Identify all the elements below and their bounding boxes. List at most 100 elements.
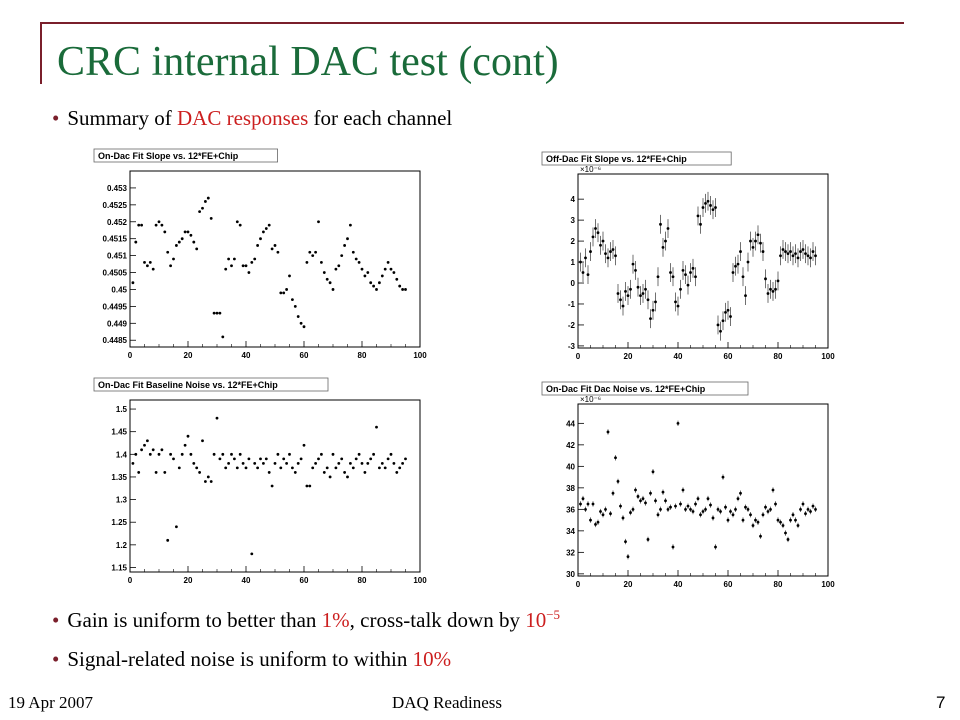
data-point <box>204 200 207 203</box>
data-point <box>314 461 317 465</box>
point-marker <box>766 510 770 513</box>
x-tick-label: 0 <box>128 576 133 585</box>
point-marker <box>726 308 730 312</box>
data-point <box>264 457 268 461</box>
y-tick-label: 1.2 <box>116 541 128 550</box>
data-point <box>746 252 750 272</box>
point-marker <box>671 275 675 279</box>
point-marker <box>259 457 262 461</box>
point-marker <box>320 260 323 264</box>
point-marker <box>256 244 259 247</box>
point-marker <box>143 260 146 264</box>
y-tick-label: -1 <box>568 300 576 309</box>
point-marker <box>380 274 384 278</box>
point-marker <box>160 223 164 227</box>
point-marker <box>624 289 627 293</box>
data-point <box>146 439 149 443</box>
data-point <box>291 466 294 470</box>
point-marker <box>744 294 747 297</box>
point-marker <box>305 260 309 264</box>
data-point <box>192 461 196 465</box>
data-point <box>671 544 675 550</box>
y-tick-label: 1.45 <box>111 428 127 437</box>
data-point <box>238 452 242 456</box>
point-marker <box>739 491 742 495</box>
point-marker <box>157 452 161 456</box>
data-point <box>741 267 745 287</box>
point-marker <box>375 425 378 429</box>
point-marker <box>729 510 732 513</box>
point-marker <box>354 457 358 461</box>
data-point <box>591 501 595 507</box>
point-marker <box>218 457 222 461</box>
data-point <box>799 242 802 261</box>
data-point <box>694 501 697 507</box>
point-marker <box>369 281 373 285</box>
data-point <box>247 457 251 461</box>
data-point <box>661 489 665 495</box>
data-point <box>206 196 210 200</box>
data-point <box>224 267 228 271</box>
point-marker <box>814 254 817 258</box>
point-marker <box>594 523 597 526</box>
point-marker <box>586 502 590 506</box>
data-point <box>636 493 640 500</box>
x-tick-label: 60 <box>300 576 309 585</box>
point-marker <box>776 279 780 283</box>
point-marker <box>392 271 396 274</box>
point-marker <box>143 443 146 447</box>
data-point <box>177 466 181 470</box>
data-point <box>721 311 725 331</box>
point-marker <box>296 461 300 465</box>
data-point <box>579 252 582 272</box>
chart-title: On-Dac Fit Slope vs. 12*FE+Chip <box>98 151 239 161</box>
point-marker <box>644 287 647 291</box>
data-point <box>771 487 775 493</box>
point-marker <box>639 294 642 297</box>
point-marker <box>305 484 309 488</box>
point-marker <box>154 223 158 227</box>
point-marker <box>811 250 815 253</box>
data-point <box>594 521 597 528</box>
point-marker <box>694 502 697 506</box>
point-marker <box>794 252 797 256</box>
point-marker <box>781 248 785 251</box>
point-marker <box>140 448 143 452</box>
point-marker <box>699 513 702 517</box>
data-point <box>744 504 747 510</box>
y-tick-label: 1.35 <box>111 473 127 482</box>
data-point <box>308 484 312 488</box>
point-marker <box>273 244 277 247</box>
point-marker <box>646 538 650 541</box>
point-marker <box>160 448 164 452</box>
y-tick-label: 0.453 <box>107 184 128 193</box>
point-marker <box>764 505 767 509</box>
point-marker <box>395 277 399 281</box>
data-point <box>644 500 647 506</box>
data-point <box>616 284 620 303</box>
point-marker <box>634 488 637 492</box>
point-marker <box>398 284 402 288</box>
point-marker <box>404 457 407 461</box>
data-point <box>134 240 138 244</box>
data-point <box>267 471 271 474</box>
point-marker <box>584 256 587 260</box>
bullet-dot: • <box>52 106 60 130</box>
data-point <box>140 448 143 452</box>
data-point <box>163 230 167 234</box>
point-marker <box>604 252 607 256</box>
point-marker <box>291 298 294 302</box>
bullet-noise-highlight: 10% <box>412 647 452 671</box>
point-marker <box>311 466 315 470</box>
data-point <box>699 214 702 234</box>
data-point <box>694 267 697 287</box>
data-point <box>766 508 770 515</box>
data-point <box>215 311 219 315</box>
data-point <box>357 452 361 456</box>
data-point <box>624 281 627 301</box>
data-point <box>586 265 590 285</box>
point-marker <box>166 250 170 254</box>
point-marker <box>719 510 722 513</box>
point-marker <box>784 250 787 253</box>
point-marker <box>163 471 167 474</box>
